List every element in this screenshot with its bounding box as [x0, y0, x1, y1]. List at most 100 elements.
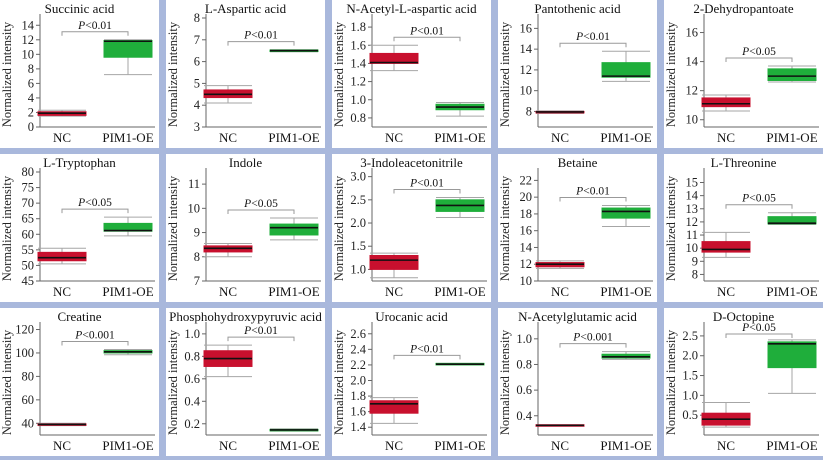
x-category-label: PIM1-OE	[600, 438, 651, 453]
y-tick-label: 60	[22, 227, 35, 241]
y-tick-label: 55	[22, 243, 35, 257]
boxplot-panel: Indole Normalized intensity 7 8 9 10 11 NC PIM1-…	[166, 154, 325, 302]
y-tick-label: 10	[520, 274, 533, 288]
boxplot-panel: Urocanic acid Normalized intensity 1.41.6 1…	[332, 308, 491, 456]
y-tick-label: 12	[686, 215, 699, 229]
y-tick-label: 15	[686, 176, 699, 190]
p-value-label: P<0.001	[74, 329, 115, 341]
y-axis-label: Normalized intensity	[0, 329, 14, 435]
chart-title: Indole	[229, 155, 262, 170]
box-pim1-oe	[269, 223, 319, 236]
y-tick-label: 1.6	[350, 38, 366, 52]
x-category-label: NC	[717, 130, 735, 145]
panel-background	[498, 308, 657, 456]
boxplot-panel: Succinic acid Normalized intensity 0246810…	[0, 0, 159, 148]
box-pim1-oe	[103, 40, 153, 58]
y-tick-label: 14	[22, 18, 35, 32]
boxplot-panel: L-Aspartic acid Normalized intensity 3 4 5 6 7…	[166, 0, 325, 148]
x-category-label: NC	[717, 284, 735, 299]
y-tick-label: 12	[686, 84, 699, 98]
y-tick-label: 0.8	[184, 349, 200, 363]
chart-title: 2-Dehydropantoate	[693, 1, 794, 16]
y-axis-label: Normalized intensity	[498, 175, 512, 281]
y-tick-label: 12	[22, 33, 35, 47]
y-tick-label: 1.0	[516, 332, 532, 346]
y-tick-label: 1.4	[350, 420, 366, 434]
y-tick-label: 80	[22, 369, 35, 383]
y-tick-label: 0	[28, 120, 34, 134]
y-tick-label: 18	[520, 207, 533, 221]
x-category-label: NC	[551, 438, 569, 453]
chart-title: Pantothenic acid	[534, 1, 621, 16]
y-tick-label: 11	[188, 177, 200, 191]
significance-bracket	[725, 57, 793, 62]
chart-title: D-Octopine	[713, 309, 775, 324]
y-tick-label: 22	[520, 173, 533, 187]
x-category-label: NC	[53, 130, 71, 145]
y-tick-label: 0.6	[184, 372, 200, 386]
y-axis-label: Normalized intensity	[332, 175, 346, 281]
y-tick-label: 10	[520, 84, 533, 98]
y-tick-label: 0.8	[516, 357, 532, 371]
y-tick-label: 8	[28, 62, 34, 76]
y-tick-label: 11	[686, 228, 698, 242]
y-axis-label: Normalized intensity	[498, 329, 512, 435]
y-tick-label: 6	[194, 55, 200, 69]
x-category-label: PIM1-OE	[268, 130, 319, 145]
panel-background	[0, 308, 159, 456]
y-tick-label: 1.8	[350, 389, 366, 403]
panel-background	[664, 308, 823, 456]
x-category-label: NC	[551, 284, 569, 299]
y-tick-label: 2.0	[350, 216, 366, 230]
y-tick-label: 5	[194, 76, 200, 90]
significance-bracket	[61, 340, 129, 346]
y-tick-label: 45	[22, 274, 35, 288]
p-value-label: P<0.01	[409, 178, 444, 190]
y-axis-label: Normalized intensity	[0, 21, 14, 127]
x-category-label: PIM1-OE	[434, 284, 485, 299]
x-category-label: PIM1-OE	[102, 438, 153, 453]
y-tick-label: 1.6	[350, 405, 366, 419]
panel-background	[166, 0, 325, 148]
significance-bracket	[725, 204, 793, 209]
y-tick-label: 10	[22, 47, 35, 61]
panel-background	[498, 154, 657, 302]
y-tick-label: 14	[520, 240, 533, 254]
x-category-label: PIM1-OE	[434, 438, 485, 453]
chart-title: N-Acetylglutamic acid	[518, 309, 637, 324]
box-pim1-oe	[767, 68, 817, 81]
x-category-label: PIM1-OE	[766, 284, 817, 299]
y-tick-label: 13	[686, 202, 699, 216]
x-category-label: PIM1-OE	[102, 284, 153, 299]
y-tick-label: 1.0	[350, 93, 366, 107]
box-pim1-oe	[767, 341, 817, 369]
y-tick-label: 6	[28, 76, 34, 90]
y-tick-label: 1.4	[350, 56, 366, 70]
y-tick-label: 70	[22, 196, 35, 210]
significance-bracket	[725, 333, 793, 338]
boxplot-panel: 2-Dehydropantoate Normalized intensity 10 1…	[664, 0, 823, 148]
y-axis-label: Normalized intensity	[664, 175, 678, 281]
y-tick-label: 120	[15, 323, 34, 337]
x-category-label: NC	[385, 130, 403, 145]
y-tick-label: 1.0	[184, 327, 200, 341]
chart-title: Creatine	[57, 309, 101, 324]
y-tick-label: 7	[194, 274, 200, 288]
boxplot-panel: Phosphohydroxypyruvic acid Normalized int…	[166, 308, 325, 456]
significance-bracket	[61, 208, 129, 214]
significance-bracket	[227, 41, 295, 46]
y-tick-label: 12	[520, 257, 533, 271]
y-tick-label: 2.5	[682, 329, 698, 343]
significance-bracket	[393, 189, 461, 194]
y-tick-label: 3	[194, 120, 200, 134]
y-tick-label: 14	[686, 189, 699, 203]
y-tick-label: 2	[28, 105, 34, 119]
p-value-label: P<0.01	[409, 343, 444, 355]
y-tick-label: 80	[22, 165, 35, 179]
y-tick-label: 75	[22, 181, 35, 195]
p-value-label: P<0.01	[243, 325, 278, 337]
x-category-label: PIM1-OE	[766, 130, 817, 145]
